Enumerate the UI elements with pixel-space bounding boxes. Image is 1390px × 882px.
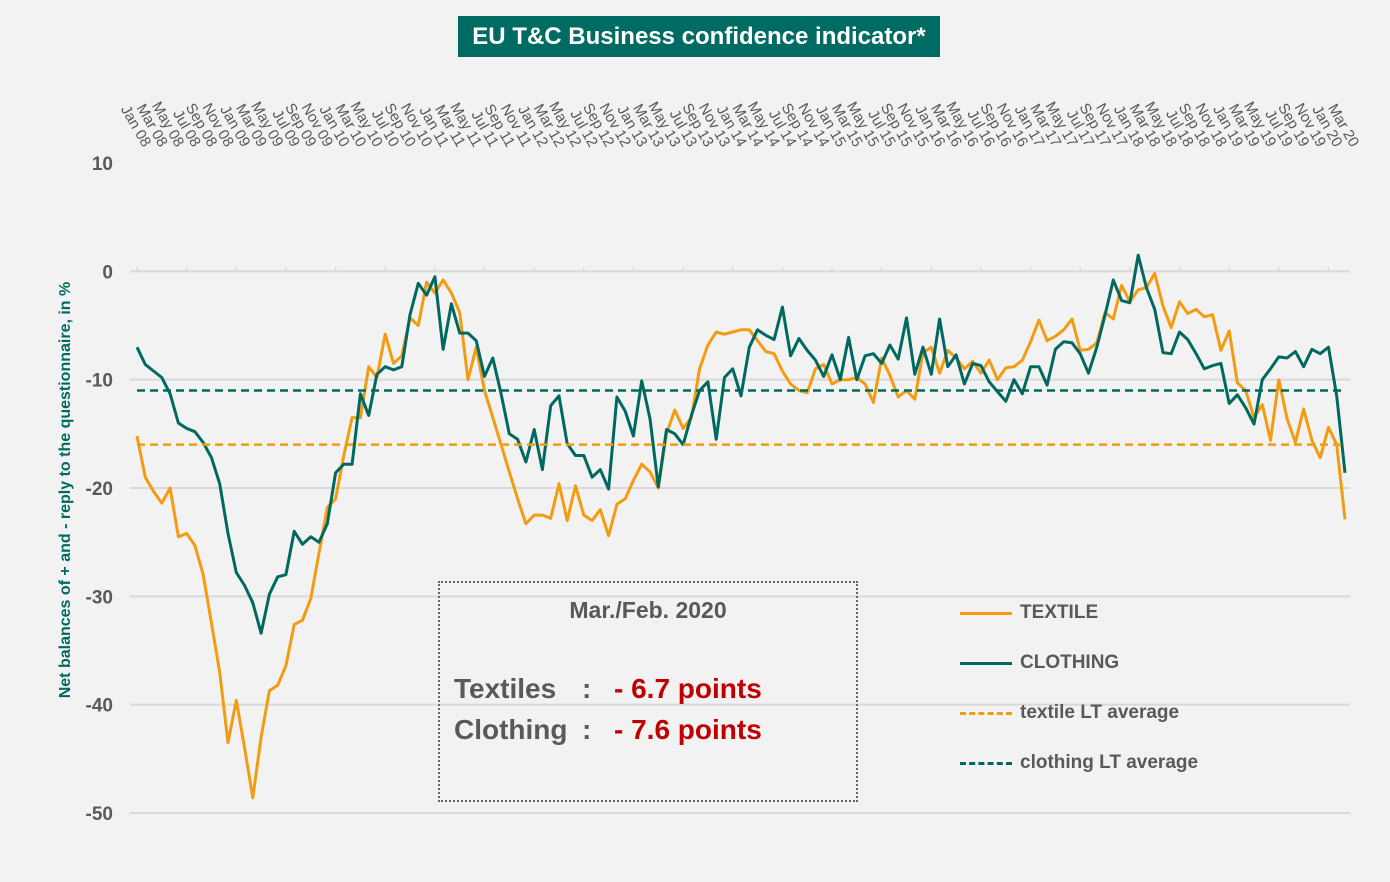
legend-item-clothing-lt: clothing LT average <box>960 752 1198 774</box>
legend-item-textile: TEXTILE <box>960 602 1098 624</box>
annotation-row-clothing: Clothing : - 7.6 points <box>454 714 762 746</box>
annotation-value: - 7.6 points <box>614 714 762 745</box>
legend-swatch <box>960 711 1012 715</box>
y-tick-label: -40 <box>86 696 113 717</box>
y-axis-label: Net balances of + and - reply to the que… <box>57 282 74 699</box>
legend-label: clothing LT average <box>1020 752 1199 773</box>
annotation-sep: : <box>582 673 592 704</box>
y-tick-label: -30 <box>86 587 113 608</box>
legend-label: CLOTHING <box>1020 652 1120 673</box>
legend-swatch <box>960 761 1012 765</box>
y-tick-label: 0 <box>102 262 113 283</box>
legend-item-clothing: CLOTHING <box>960 652 1119 674</box>
annotation-row-textiles: Textiles : - 6.7 points <box>454 673 762 705</box>
legend-label: textile LT average <box>1020 702 1180 723</box>
y-axis-ticks: 10 0 -10 -20 -30 -40 -50 <box>86 154 113 825</box>
legend-label: TEXTILE <box>1020 602 1099 623</box>
annotation-value: - 6.7 points <box>614 673 762 704</box>
chart-title: EU T&C Business confidence indicator* <box>458 16 940 57</box>
legend-swatch <box>960 611 1012 615</box>
annotation-label: Textiles <box>454 673 557 704</box>
annotation-sep: : <box>582 714 592 745</box>
series-line-clothing <box>135 253 1347 635</box>
legend-swatch <box>960 661 1012 665</box>
annotation-box: Mar./Feb. 2020 Textiles : - 6.7 points C… <box>438 581 858 802</box>
y-tick-label: -50 <box>86 804 113 825</box>
y-tick-label: -10 <box>86 371 113 392</box>
y-tick-label: 10 <box>92 154 113 175</box>
legend-item-textile-lt: textile LT average <box>960 702 1179 724</box>
annotation-label: Clothing <box>454 714 568 745</box>
annotation-title: Mar./Feb. 2020 <box>569 597 727 623</box>
series-group <box>135 253 1347 800</box>
y-tick-label: -20 <box>86 479 113 500</box>
series-line-textile <box>135 272 1347 800</box>
